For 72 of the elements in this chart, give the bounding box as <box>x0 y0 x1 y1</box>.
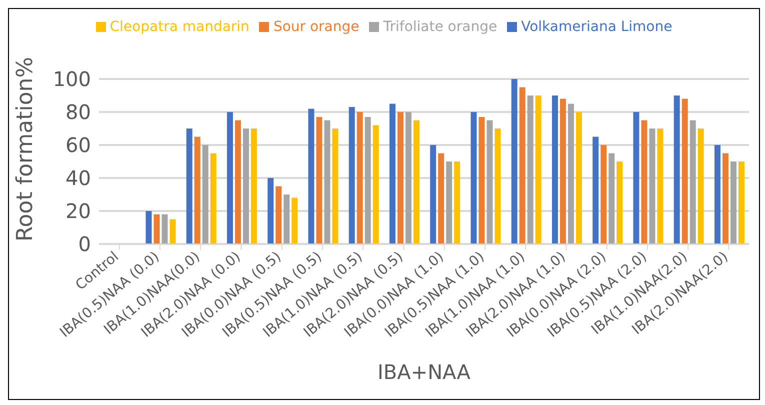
bar <box>242 128 249 244</box>
bar <box>600 145 607 244</box>
bar <box>730 162 736 244</box>
bar <box>511 79 518 244</box>
bar <box>364 116 371 244</box>
bar <box>226 112 233 244</box>
y-tick-label: 60 <box>66 133 91 158</box>
bar <box>372 125 379 244</box>
bar <box>154 214 160 244</box>
bar <box>633 112 640 244</box>
bar <box>552 96 558 244</box>
bar <box>592 136 599 244</box>
bar <box>170 219 176 244</box>
bar <box>568 104 574 244</box>
legend-label: Cleopatra mandarin <box>110 19 250 35</box>
bar <box>268 178 274 244</box>
bar <box>698 128 704 244</box>
bar <box>397 112 404 244</box>
legend-label: Sour orange <box>273 19 360 35</box>
bar <box>162 214 168 244</box>
bar <box>714 145 720 244</box>
y-tick-label: 40 <box>66 166 91 190</box>
bar <box>535 96 542 244</box>
bar <box>657 128 664 244</box>
y-axis-title: Root formation% <box>12 56 38 242</box>
bar <box>690 120 696 244</box>
bar <box>616 162 623 244</box>
y-tick-label: 20 <box>66 199 91 224</box>
bar <box>682 98 688 244</box>
bar <box>454 162 460 244</box>
bar <box>560 98 566 244</box>
bar <box>494 128 501 244</box>
bar <box>405 112 412 244</box>
y-tick-label: 0 <box>78 232 91 256</box>
bar <box>430 145 436 244</box>
bar <box>519 87 526 244</box>
x-axis-title: IBA+NAA <box>378 360 471 384</box>
bar <box>674 96 680 244</box>
bar <box>234 120 241 244</box>
legend-label: Trifoliate orange <box>383 19 498 35</box>
bar <box>284 194 290 244</box>
bar <box>438 153 444 244</box>
bar <box>276 186 282 244</box>
bar <box>250 128 257 244</box>
bar <box>324 120 330 244</box>
bar <box>478 116 485 244</box>
bar <box>186 128 192 244</box>
bar <box>470 112 477 244</box>
bar <box>292 198 298 244</box>
bar <box>210 153 216 244</box>
bar <box>348 107 355 244</box>
bar <box>194 136 200 244</box>
bar <box>738 162 744 244</box>
bar <box>486 120 493 244</box>
bar <box>608 153 615 244</box>
bar <box>527 96 534 244</box>
bar <box>413 120 420 244</box>
bar <box>332 128 338 244</box>
bar <box>202 145 208 244</box>
bar <box>446 162 452 244</box>
bar <box>146 211 152 244</box>
bar <box>308 108 314 244</box>
legend-label: Volkameriana Limone <box>521 19 672 35</box>
bar <box>576 112 582 244</box>
bar <box>389 104 396 244</box>
bar <box>649 128 656 244</box>
y-tick-label: 100 <box>52 67 91 92</box>
bar <box>316 116 322 244</box>
bar <box>356 112 363 244</box>
bar <box>722 153 728 244</box>
bar <box>641 120 648 244</box>
y-tick-label: 80 <box>66 100 91 124</box>
